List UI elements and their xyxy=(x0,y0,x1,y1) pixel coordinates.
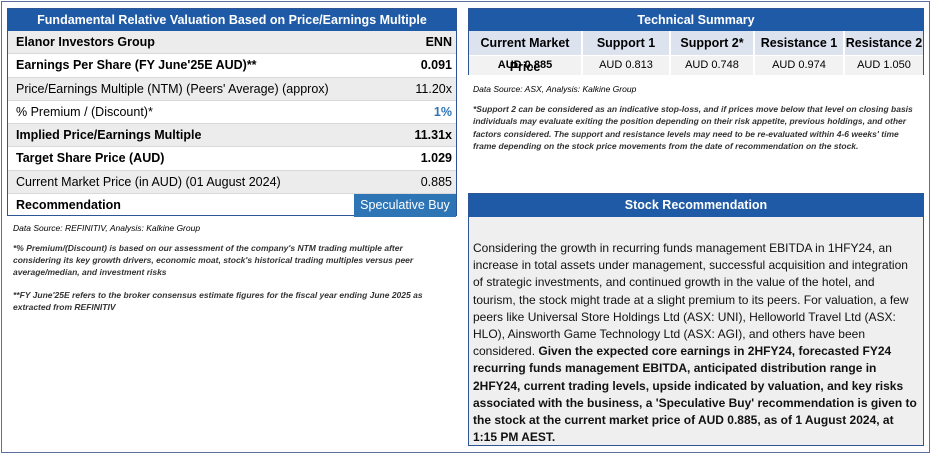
value-current-price: AUD 0.885 xyxy=(469,55,581,75)
valuation-title: Fundamental Relative Valuation Based on … xyxy=(8,9,456,31)
recommendation-body: Considering the growth in recurring fund… xyxy=(473,240,919,446)
header-current-price: Current Market Price xyxy=(469,31,581,74)
technical-title: Technical Summary xyxy=(469,9,923,31)
target-price-label: Target Share Price (AUD) xyxy=(16,151,165,166)
stock-recommendation: Stock Recommendation Considering the gro… xyxy=(468,193,924,446)
premium-row: % Premium / (Discount)* 1% xyxy=(8,101,456,125)
recommendation-title: Stock Recommendation xyxy=(469,194,923,217)
eps-row: Earnings Per Share (FY June'25E AUD)** 0… xyxy=(8,54,456,78)
value-resistance-1: AUD 0.974 xyxy=(755,55,843,75)
market-price-row: Current Market Price (in AUD) (01 August… xyxy=(8,170,456,195)
col-resistance-1: Resistance 1 AUD 0.974 xyxy=(755,31,845,75)
implied-pe-value: 11.31x xyxy=(414,128,452,143)
col-support-1: Support 1 AUD 0.813 xyxy=(583,31,671,75)
pe-row: Price/Earnings Multiple (NTM) (Peers' Av… xyxy=(8,77,456,101)
header-support-1: Support 1 xyxy=(583,31,669,55)
recommendation-badge: Speculative Buy xyxy=(354,194,456,218)
fy-footnote: **FY June'25E refers to the broker conse… xyxy=(13,290,423,312)
pe-label: Price/Earnings Multiple (NTM) (Peers' Av… xyxy=(16,81,329,96)
eps-value: 0.091 xyxy=(420,58,452,73)
market-price-value: 0.885 xyxy=(420,174,452,189)
value-resistance-2: AUD 1.050 xyxy=(845,55,923,75)
support-footnote: *Support 2 can be considered as an indic… xyxy=(473,104,913,151)
col-current-price: Current Market Price AUD 0.885 xyxy=(469,31,583,75)
value-support-2: AUD 0.748 xyxy=(671,55,753,75)
company-row: Elanor Investors Group ENN xyxy=(8,31,456,55)
technical-table: Current Market Price AUD 0.885 Support 1… xyxy=(469,31,923,75)
technical-summary: Technical Summary Current Market Price A… xyxy=(468,8,924,75)
company-ticker: ENN xyxy=(425,35,452,49)
pe-value: 11.20x xyxy=(415,81,452,96)
header-resistance-1: Resistance 1 xyxy=(755,31,843,55)
header-resistance-2: Resistance 2 xyxy=(845,31,923,55)
technical-source: Data Source: ASX, Analysis: Kalkine Grou… xyxy=(473,84,637,94)
recommendation-row: Recommendation Speculative Buy xyxy=(8,194,456,218)
company-name: Elanor Investors Group xyxy=(16,35,155,49)
premium-label: % Premium / (Discount)* xyxy=(16,104,153,119)
recommendation-label: Recommendation xyxy=(16,198,121,213)
valuation-source: Data Source: REFINITIV, Analysis: Kalkin… xyxy=(13,223,201,233)
value-support-1: AUD 0.813 xyxy=(583,55,669,75)
recommendation-text-bold: Given the expected core earnings in 2HFY… xyxy=(473,344,917,445)
target-price-row: Target Share Price (AUD) 1.029 xyxy=(8,147,456,171)
market-price-label: Current Market Price (in AUD) (01 August… xyxy=(16,174,281,189)
implied-pe-row: Implied Price/Earnings Multiple 11.31x xyxy=(8,124,456,148)
target-price-value: 1.029 xyxy=(420,151,452,166)
premium-value: 1% xyxy=(433,104,452,119)
valuation-table: Fundamental Relative Valuation Based on … xyxy=(7,8,457,218)
recommendation-text: Considering the growth in recurring fund… xyxy=(473,241,909,359)
implied-pe-label: Implied Price/Earnings Multiple xyxy=(16,128,202,143)
header-support-2: Support 2* xyxy=(671,31,753,55)
premium-footnote: *% Premium/(Discount) is based on our as… xyxy=(13,243,414,277)
col-support-2: Support 2* AUD 0.748 xyxy=(671,31,755,75)
col-resistance-2: Resistance 2 AUD 1.050 xyxy=(845,31,923,75)
eps-label: Earnings Per Share (FY June'25E AUD)** xyxy=(16,58,257,73)
